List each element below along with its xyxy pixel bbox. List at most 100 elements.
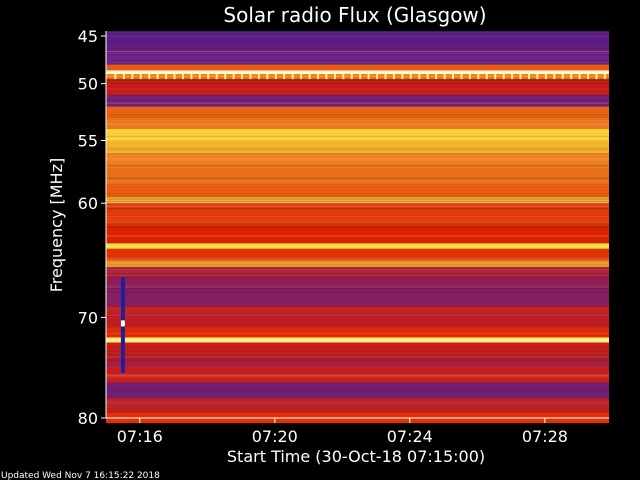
texture-stripe: [106, 359, 609, 361]
texture-stripe: [106, 181, 609, 183]
frequency-band: [106, 277, 609, 289]
band-marker: [333, 74, 336, 80]
texture-stripe: [106, 389, 609, 392]
texture-stripe: [106, 351, 609, 354]
texture-stripe: [106, 96, 609, 99]
heatmap-texture: [106, 31, 609, 408]
band-marker: [165, 74, 168, 80]
band-marker: [460, 74, 463, 80]
frequency-band: [106, 203, 609, 226]
frequency-band: [106, 327, 609, 338]
texture-stripe: [106, 167, 609, 169]
burst-spikes: [120, 277, 125, 373]
texture-stripe: [106, 303, 609, 305]
texture-stripe: [106, 82, 609, 84]
texture-stripe: [106, 205, 609, 207]
y-tick-label: 50: [78, 75, 98, 94]
texture-stripe: [106, 49, 609, 51]
texture-stripe: [106, 202, 609, 204]
band-marker: [249, 74, 252, 80]
band-marker: [409, 74, 412, 80]
texture-stripe: [106, 398, 609, 400]
frequency-band: [106, 260, 609, 268]
y-tick-label: 60: [78, 194, 98, 213]
frequency-band: [106, 196, 609, 204]
band-marker: [587, 74, 590, 80]
y-tick-label: 55: [78, 132, 98, 151]
texture-stripe: [106, 283, 609, 285]
texture-stripe: [106, 311, 609, 313]
band-marker: [401, 74, 404, 80]
texture-stripe: [106, 32, 609, 35]
frequency-band: [106, 74, 609, 79]
frequency-band: [106, 64, 609, 71]
texture-stripe: [106, 58, 609, 60]
band-marker: [528, 74, 530, 80]
texture-stripe: [106, 404, 609, 407]
texture-stripe: [106, 108, 609, 110]
band-marker: [300, 74, 303, 80]
texture-stripe: [106, 210, 609, 212]
texture-stripe: [106, 80, 609, 82]
band-marker: [468, 74, 471, 80]
texture-stripe: [106, 103, 609, 105]
texture-stripe: [106, 53, 609, 54]
texture-stripe: [106, 40, 609, 42]
texture-stripe: [106, 135, 609, 138]
texture-stripe: [106, 269, 609, 271]
texture-stripe: [106, 216, 609, 218]
texture-stripe: [106, 88, 609, 90]
texture-stripe: [106, 225, 609, 227]
frequency-band: [106, 397, 609, 413]
texture-stripe: [106, 285, 609, 287]
frequency-band: [106, 367, 609, 383]
texture-stripe: [106, 77, 609, 79]
texture-stripe: [106, 124, 609, 126]
texture-stripe: [106, 123, 609, 126]
texture-stripe: [106, 145, 609, 147]
texture-stripe: [106, 398, 609, 400]
band-marker: [359, 74, 362, 80]
frequency-band: [106, 153, 609, 166]
texture-stripe: [106, 36, 609, 38]
texture-stripe: [106, 212, 609, 214]
texture-stripe: [106, 207, 609, 209]
texture-stripe: [106, 272, 609, 274]
texture-stripe: [106, 124, 609, 127]
texture-stripe: [106, 275, 609, 277]
texture-stripe: [106, 275, 609, 276]
texture-stripe: [106, 201, 609, 203]
texture-stripe: [106, 51, 609, 52]
band-marker: [156, 74, 159, 80]
y-tick-label: 80: [78, 409, 98, 428]
texture-stripe: [106, 308, 609, 310]
texture-stripe: [106, 79, 609, 81]
texture-stripe: [106, 187, 609, 189]
texture-stripe: [106, 258, 609, 260]
texture-stripe: [106, 354, 609, 356]
texture-stripe: [106, 200, 609, 203]
y-tick-label: 45: [78, 27, 98, 46]
band-marker: [139, 74, 142, 80]
texture-stripe: [106, 50, 609, 52]
y-axis-label: Frequency [MHz]: [47, 158, 66, 292]
texture-stripe: [106, 241, 609, 244]
chart-title: Solar radio Flux (Glasgow): [223, 3, 486, 27]
texture-stripe: [106, 55, 609, 57]
texture-stripe: [106, 47, 609, 50]
texture-stripe: [106, 99, 609, 100]
frequency-band: [106, 382, 609, 398]
texture-stripe: [106, 102, 609, 104]
band-marker: [198, 74, 201, 80]
band-marker: [384, 74, 387, 80]
x-axis-label: Start Time (30-Oct-18 07:15:00): [227, 447, 485, 466]
texture-stripe: [106, 246, 609, 248]
texture-stripe: [106, 164, 609, 166]
texture-stripe: [106, 193, 609, 195]
band-marker: [173, 74, 176, 80]
x-axis-ticks: 07:16 07:20 07:24 07:28: [117, 418, 568, 446]
band-marker: [578, 74, 581, 80]
band-marker: [435, 74, 438, 80]
band-marker: [350, 74, 353, 80]
axes: [105, 31, 609, 419]
